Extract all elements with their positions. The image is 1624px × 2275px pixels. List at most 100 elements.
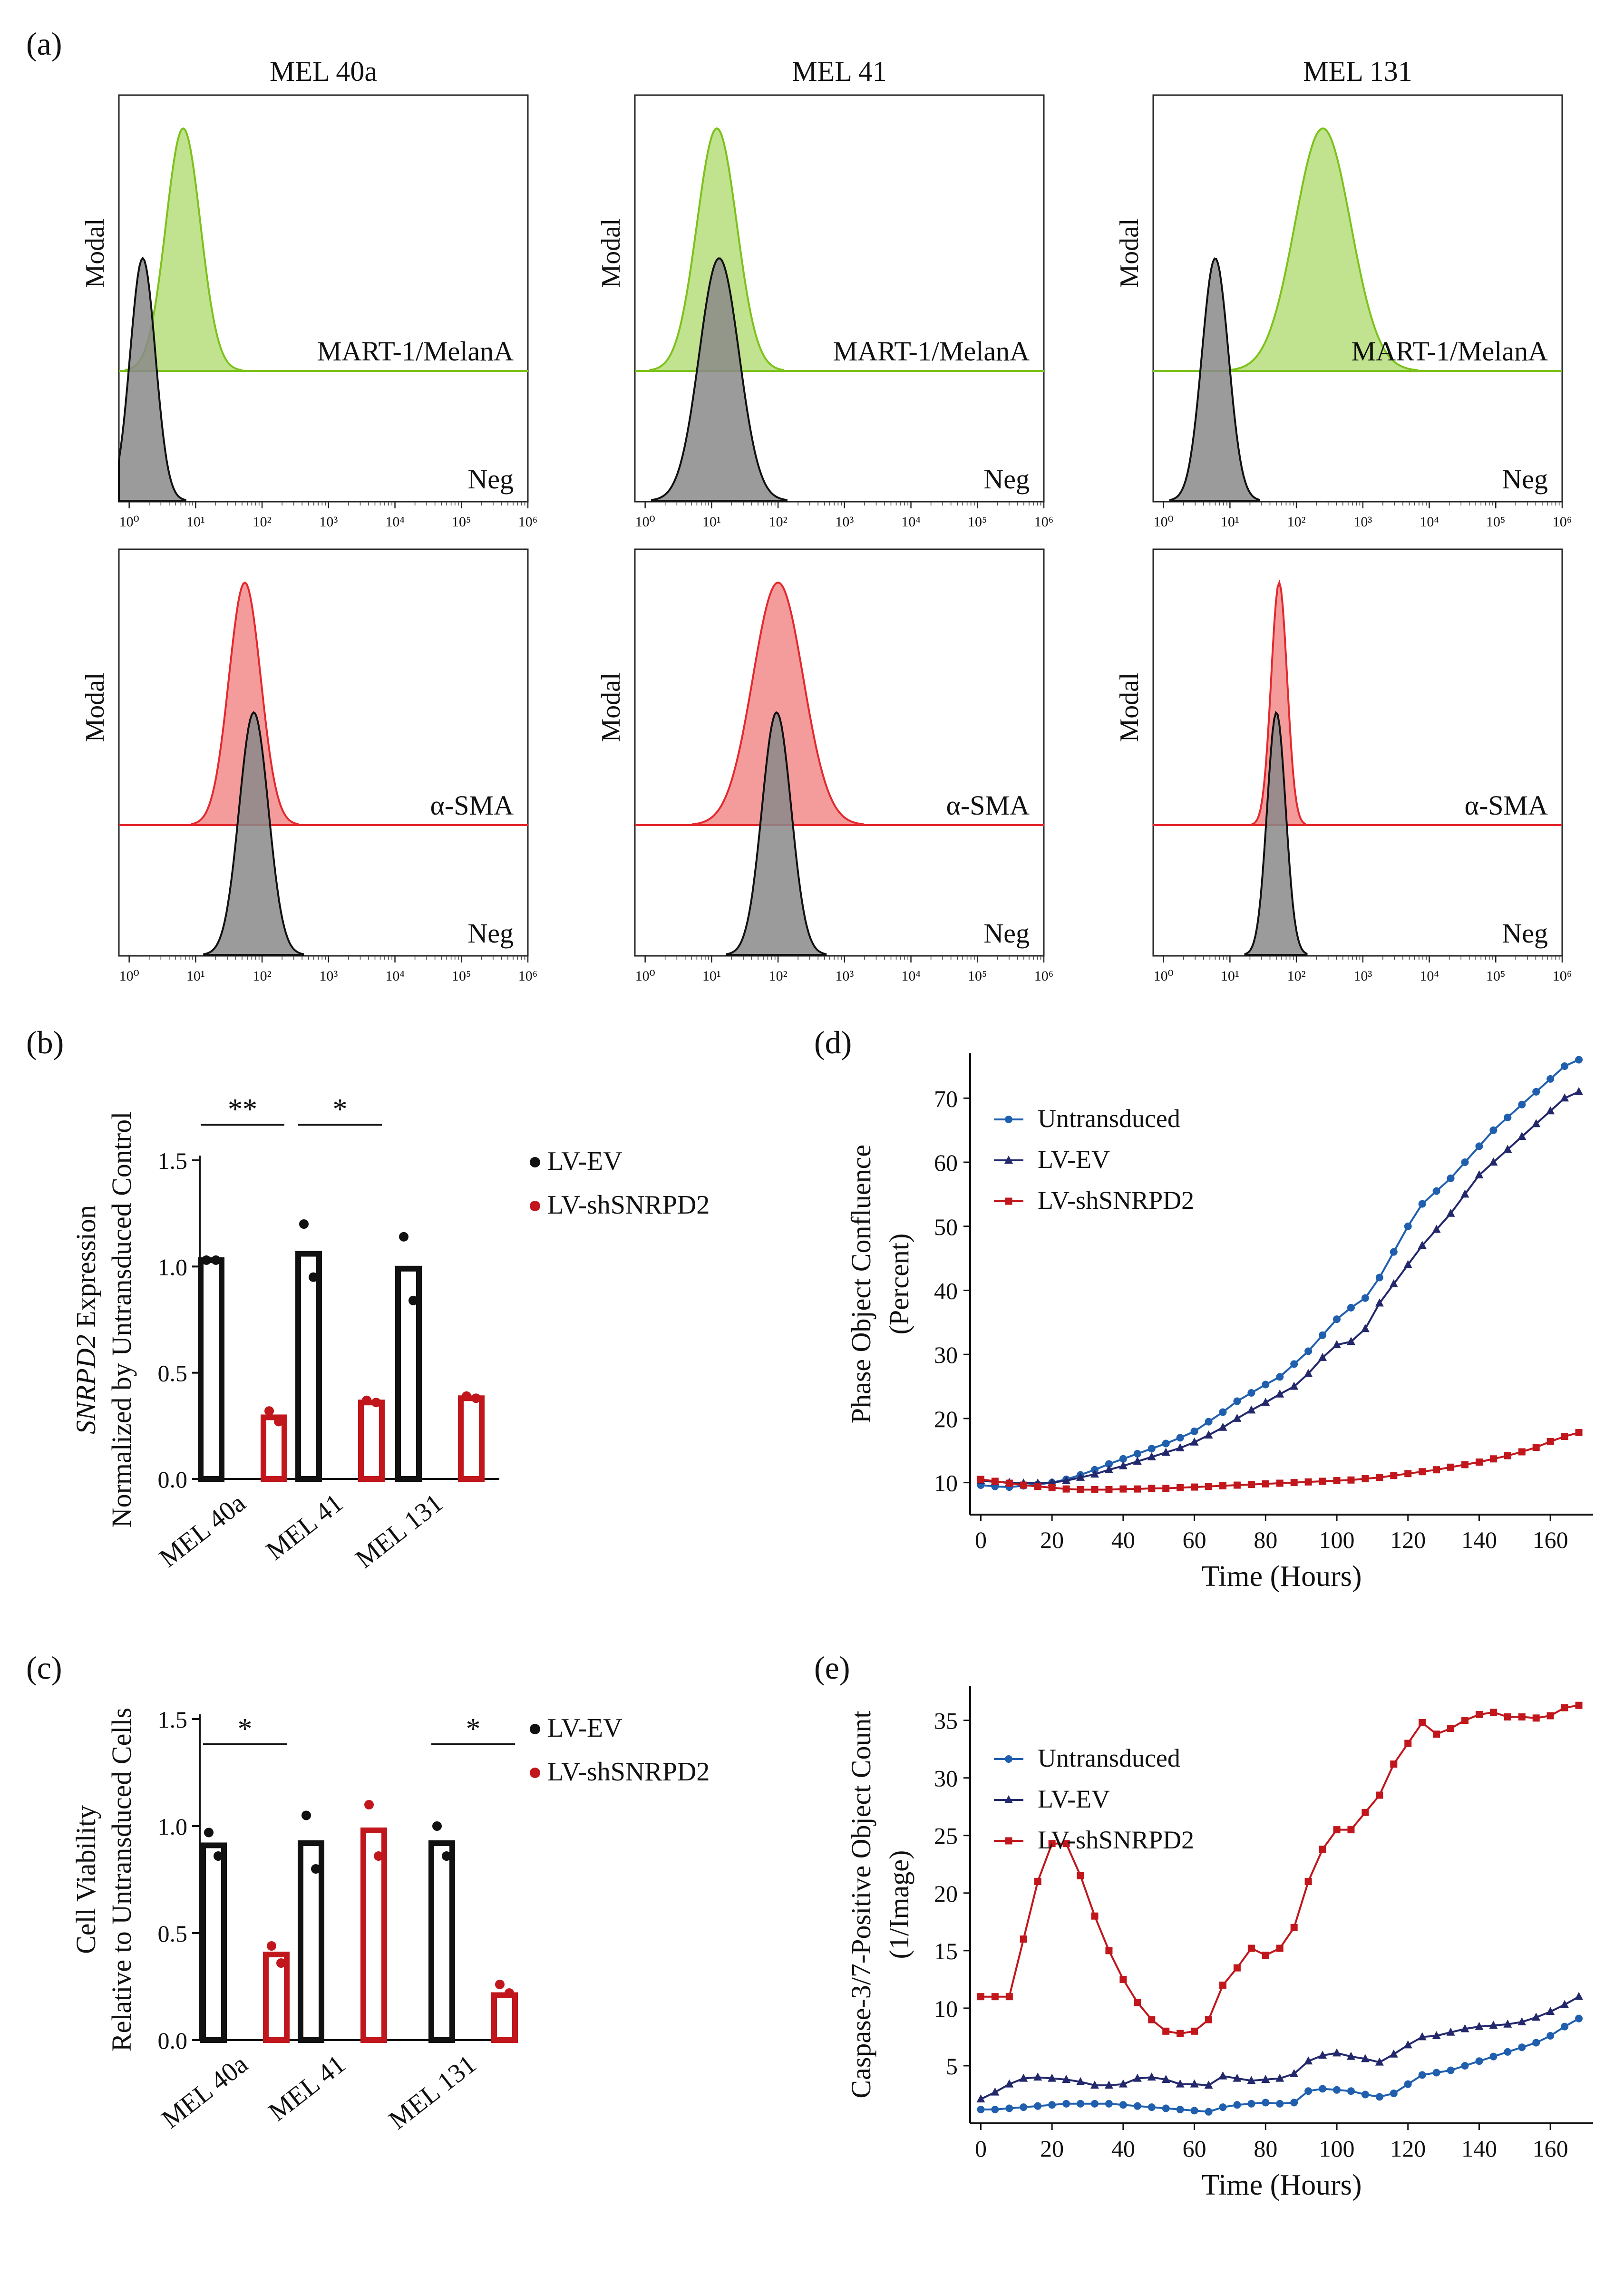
x-tick-label: 0 [975,2135,987,2162]
data-point-lv-shsnrpd2 [1034,1483,1041,1490]
x-tick-label-mart-1-melana-mel-40a: 10² [253,514,272,530]
data-point-untransduced [991,2105,999,2113]
marker-label-mart-1-melana-mel-131: MART-1/MelanA [1352,336,1548,367]
data-point-lv-ev [1318,1352,1327,1361]
y-axis-label-line1: Phase Object Confluence [846,1145,876,1423]
stain-histogram-sma-mel-40a [191,581,299,826]
y-axis-label-sma-mel-41: Modal [596,672,626,742]
x-tick-label-mart-1-melana-mel-131: 10² [1287,514,1306,530]
data-point-untransduced [1461,2061,1469,2070]
y-tick-label: 10 [934,1470,958,1497]
data-point-lv-ev [1418,2032,1427,2041]
data-point-lv-ev [1161,1448,1170,1456]
neg-label-mart-1-melana-mel-41: Neg [983,464,1030,495]
data-point-untransduced [1475,1142,1483,1150]
data-point-untransduced [1190,1427,1198,1435]
data-point-lv-ev [1560,1093,1569,1102]
x-tick-label-sma-mel-41: 10⁶ [1034,968,1053,984]
data-point-lv-shsnrpd2 [1461,1717,1469,1724]
y-tick-label: 0.0 [158,2027,188,2054]
legend-label-lv-shsnrpd2: LV-shSNRPD2 [547,1757,710,1787]
y-axis-label-mart-1-melana-mel-41: Modal [596,218,626,288]
x-tick-label-mart-1-melana-mel-41: 10¹ [702,514,721,530]
point-lv-shsnrpd2-mel-131 [462,1391,471,1401]
legend-marker-lv-shsnrpd2 [1005,1837,1012,1845]
histogram-frame-sma-mel-41 [634,548,1045,957]
bar-lv-ev-mel-40a [198,1257,224,1482]
data-point-lv-shsnrpd2 [1119,1975,1127,1983]
y-tick-label: 0.0 [158,1466,188,1493]
y-axis-label-line1: Caspase-3/7-Positive Object Count [846,1711,876,2098]
legend-label-lv-shsnrpd2: LV-shSNRPD2 [1038,1826,1194,1854]
data-point-lv-shsnrpd2 [1575,1701,1583,1709]
point-lv-shsnrpd2-mel-41 [362,1395,371,1405]
data-point-lv-shsnrpd2 [1191,2027,1198,2035]
data-point-lv-ev [1005,2079,1014,2088]
x-tick-label-mart-1-melana-mel-40a: 10⁶ [518,514,537,530]
data-point-untransduced [1432,2069,1440,2077]
legend-label-lv-ev: LV-EV [1038,1145,1110,1174]
data-point-lv-shsnrpd2 [1005,1993,1013,2001]
histogram-frame-mart-1-melana-mel-41 [634,94,1045,503]
data-point-untransduced [1546,2032,1555,2040]
x-tick-label: 160 [1533,1526,1568,1553]
data-point-lv-ev [1161,2075,1170,2083]
x-tick-label: 100 [1319,1526,1355,1553]
legend-marker-lv-ev [1004,1795,1013,1803]
data-point-lv-shsnrpd2 [1304,1478,1312,1486]
legend-marker-untransduced [1005,1116,1012,1123]
data-point-lv-ev [1403,1260,1412,1268]
data-point-lv-ev [1575,1992,1584,2000]
panel-a-flow-histograms: MEL 40a MEL 41 MEL 131 Modal MART-1/MelanA Ne… [80,56,1572,984]
y-axis-label-sma-mel-40a: Modal [80,672,110,742]
x-tick-label-sma-mel-131: 10⁰ [1154,968,1174,984]
neg-histogram-mart-1-melana-mel-40a [118,256,186,502]
point-lv-ev-mel-41 [311,1864,321,1874]
point-lv-shsnrpd2-mel-40a [264,1406,274,1416]
x-tick-label: 60 [1183,1526,1206,1553]
y-axis-label-line1: Cell Viability [70,1805,101,1954]
data-point-untransduced [1233,1397,1241,1405]
data-point-lv-shsnrpd2 [1546,1438,1554,1445]
bar-lv-ev-mel-40a [200,1842,227,2043]
data-point-lv-ev [1517,2017,1527,2025]
data-point-untransduced [1518,2043,1526,2051]
data-point-lv-ev [1560,2000,1569,2008]
data-point-lv-ev [1104,1465,1113,1473]
data-point-untransduced [1105,1460,1113,1468]
legend-label-lv-ev: LV-EV [1038,1785,1110,1813]
x-tick-label-sma-mel-131: 10² [1287,968,1306,984]
x-tick-label: 120 [1390,1526,1426,1553]
significance-label: ** [228,1093,257,1126]
stain-histogram-mart-1-melana-mel-41 [649,127,784,372]
data-point-untransduced [1447,1174,1455,1182]
data-point-lv-shsnrpd2 [1504,1713,1511,1721]
data-point-lv-ev [1475,1170,1484,1178]
x-tick-label-mart-1-melana-mel-41: 10³ [835,514,854,530]
data-point-untransduced [1162,1439,1170,1448]
histogram-frame-mart-1-melana-mel-131 [1152,94,1563,503]
panel-d-line-chart: 10 20 30 40 50 60 70 0 20 40 60 80 100 120 140 160 Time … [846,1053,1593,1593]
y-tick-label: 1.5 [158,1706,188,1733]
data-point-lv-ev [1204,2081,1213,2089]
x-tick-label: 80 [1254,2135,1277,2162]
point-lv-shsnrpd2-mel-41 [374,1851,383,1861]
histogram-frame-sma-mel-40a [118,548,529,957]
data-point-untransduced [1489,1126,1498,1134]
neg-histogram-mart-1-melana-mel-131 [1169,257,1260,502]
data-point-lv-shsnrpd2 [1333,1477,1341,1485]
x-tick-label-mart-1-melana-mel-131: 10⁴ [1420,514,1439,530]
data-point-lv-ev [976,2094,985,2103]
data-point-lv-ev [1346,1337,1355,1345]
legend-label-untransduced: Untransduced [1038,1744,1180,1772]
data-point-lv-shsnrpd2 [1148,1485,1156,1492]
data-point-untransduced [1361,2090,1369,2099]
data-point-untransduced [1290,2099,1298,2107]
neg-histogram-mart-1-melana-mel-41 [651,257,788,502]
bar-lv-ev-mel-41 [298,1840,324,2043]
panel-c-bar-chart: 0.0 0.5 1.0 1.5 Cell Viability Relative to Un… [70,1706,710,2135]
data-point-lv-ev [1475,2022,1484,2030]
legend-marker-lv-ev [530,1724,540,1734]
neg-label-mart-1-melana-mel-40a: Neg [467,464,514,495]
legend-label-lv-ev: LV-EV [547,1147,622,1176]
